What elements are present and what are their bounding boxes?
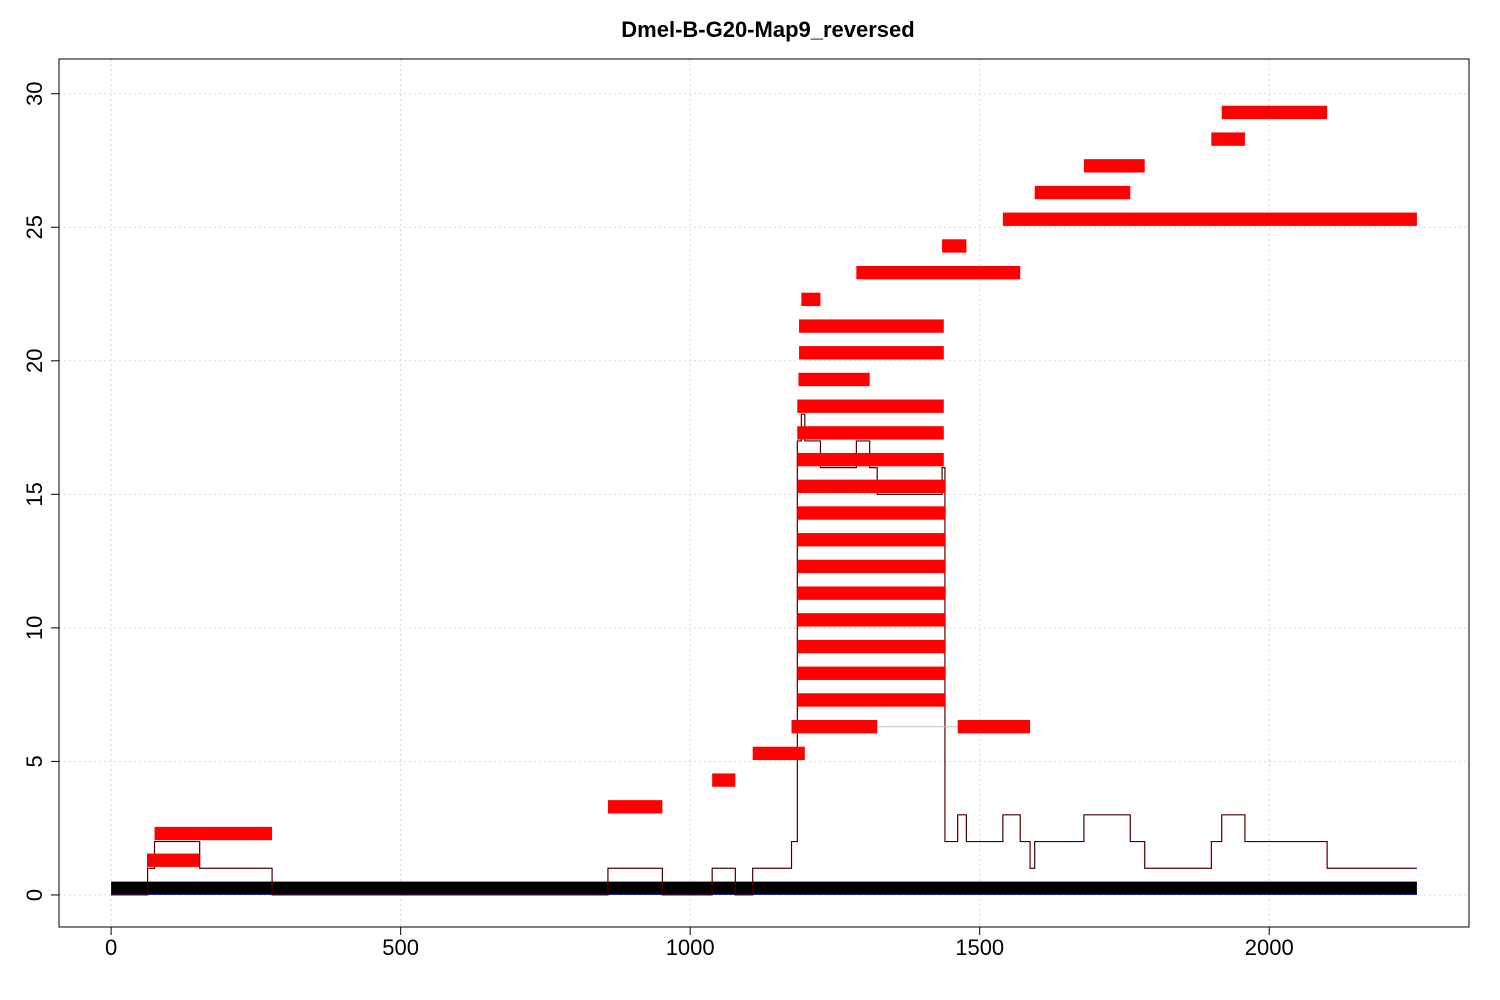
segment-28 — [1211, 132, 1245, 146]
segment-29 — [1221, 105, 1328, 120]
segment-7 — [797, 693, 945, 707]
segment-23 — [856, 265, 1021, 280]
grid — [59, 59, 1469, 927]
segment-24 — [942, 239, 967, 253]
y-tick-label-4: 20 — [22, 349, 47, 373]
segment-21 — [799, 319, 944, 333]
y-tick-label-1: 5 — [22, 755, 47, 767]
segment-4 — [752, 746, 805, 761]
segment-9 — [797, 639, 945, 654]
y-tick-label-2: 10 — [22, 616, 47, 640]
segment-18 — [797, 399, 944, 413]
segments — [147, 105, 1417, 867]
segment-26 — [1034, 185, 1131, 200]
segment-6 — [957, 720, 1031, 734]
segment-10 — [797, 613, 945, 627]
y-axis: 0 5 10 15 20 25 30 — [22, 81, 60, 901]
x-tick-label-0: 0 — [105, 935, 117, 960]
segment-1 — [154, 826, 273, 841]
segment-5 — [791, 720, 878, 734]
base-bar — [111, 881, 1417, 895]
segment-19 — [798, 372, 870, 387]
segment-3 — [712, 773, 736, 787]
segment-16 — [797, 452, 944, 467]
segment-8 — [797, 666, 945, 680]
x-tick-label-1: 500 — [382, 935, 419, 960]
segment-2 — [607, 800, 663, 814]
segment-27 — [1083, 159, 1145, 173]
x-tick-label-4: 2000 — [1245, 935, 1294, 960]
segment-14 — [797, 506, 945, 520]
coverage-line-overlay — [111, 413, 1417, 896]
y-tick-label-3: 15 — [22, 482, 47, 506]
x-axis: 0 500 1000 1500 2000 — [105, 926, 1294, 960]
segment-0 — [147, 853, 200, 867]
segment-22 — [801, 292, 821, 307]
y-tick-label-6: 30 — [22, 81, 47, 105]
segment-13 — [797, 533, 945, 547]
x-tick-label-3: 1500 — [955, 935, 1004, 960]
segment-11 — [797, 586, 945, 600]
segment-15 — [797, 479, 945, 493]
segment-12 — [797, 559, 945, 574]
base-bar-rect — [111, 881, 1417, 895]
chart-title: Dmel-B-G20-Map9_reversed — [621, 17, 914, 42]
y-tick-label-5: 25 — [22, 215, 47, 239]
segment-17 — [797, 426, 944, 440]
segment-20 — [799, 346, 944, 360]
x-tick-label-2: 1000 — [666, 935, 715, 960]
segment-25 — [1002, 212, 1417, 226]
y-tick-label-0: 0 — [22, 889, 47, 901]
